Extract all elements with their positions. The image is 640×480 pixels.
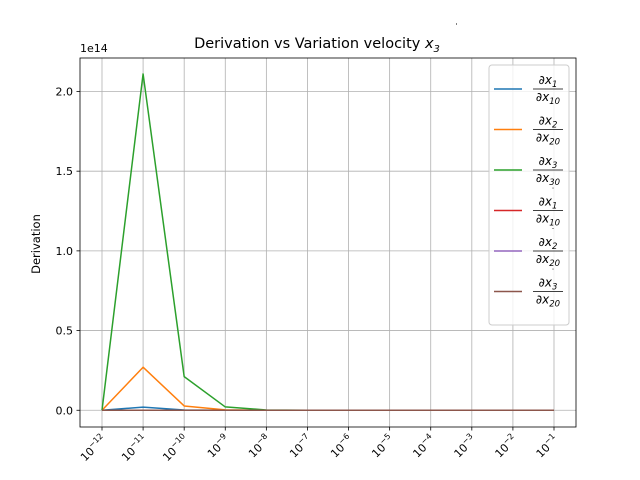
legend-partial-symbol: ∂ (536, 252, 542, 266)
y-tick-label: 0.5 (56, 325, 74, 338)
legend-entry-1: ∂x1∂x10 (494, 73, 563, 107)
legend-partial-symbol: ∂ (536, 212, 542, 226)
legend-denominator: ∂x20 (536, 131, 560, 148)
legend-denominator-symbol: x (541, 90, 550, 104)
y-tick-label: 1.0 (56, 245, 74, 258)
chart-title-symbol: x (424, 36, 434, 52)
legend-numerator: ∂x2 (539, 114, 558, 131)
legend-numerator-symbol: x (544, 235, 553, 249)
legend-denominator-symbol: x (541, 131, 550, 145)
legend-entries: ∂x1∂x10∂x2∂x20∂x3∂x30∂x1˙∂x10∂x2˙∂x20∂x3… (494, 73, 563, 310)
legend-entry-6: ∂x3˙∂x20 (494, 269, 563, 310)
legend-denominator-subscript: 20 (549, 138, 560, 148)
legend-numerator-subscript: 3 (552, 161, 557, 171)
legend-numerator-subscript: 2 (552, 121, 557, 131)
legend-denominator: ∂x30 (536, 171, 560, 188)
legend-numerator: ∂x1 (539, 73, 558, 90)
chart-title-text: Derivation vs Variation velocity (194, 36, 425, 52)
legend-entry-5: ∂x2˙∂x20 (494, 228, 563, 269)
y-tick-label: 1.5 (56, 165, 74, 178)
legend-denominator: ∂x10 (536, 90, 560, 107)
legend-denominator: ∂x20 (536, 252, 560, 269)
legend-dot-accent: ˙ (551, 188, 556, 198)
legend-numerator: ∂x3 (539, 154, 558, 171)
legend: ∂x1∂x10∂x2∂x20∂x3∂x30∂x1˙∂x10∂x2˙∂x20∂x3… (488, 64, 570, 326)
legend-entry-3: ∂x3∂x30 (494, 154, 563, 188)
legend-numerator: ∂x3 (539, 276, 558, 293)
legend-partial-symbol: ∂ (539, 73, 545, 87)
legend-numerator-subscript: 2 (552, 242, 557, 252)
legend-denominator-symbol: x (541, 171, 550, 185)
legend-partial-symbol: ∂ (539, 276, 545, 290)
legend-entry-4: ∂x1˙∂x10 (494, 188, 563, 229)
legend-denominator: ∂x20 (536, 293, 560, 310)
legend-numerator: ∂x2 (539, 235, 558, 252)
legend-partial-symbol: ∂ (539, 235, 545, 249)
legend-numerator-symbol: x (544, 154, 553, 168)
legend-denominator-symbol: x (541, 212, 550, 226)
legend-denominator-symbol: x (541, 252, 550, 266)
y-axis-label: Derivation (29, 214, 43, 274)
legend-partial-symbol: ∂ (536, 171, 542, 185)
chart-title-dot: ˙ (454, 23, 459, 34)
legend-numerator-subscript: 1 (552, 202, 557, 212)
legend-numerator: ∂x1 (539, 195, 558, 212)
legend-numerator-symbol: x (544, 73, 553, 87)
legend-denominator-symbol: x (541, 293, 550, 307)
legend-numerator-symbol: x (544, 276, 553, 290)
legend-dot-accent: ˙ (551, 228, 556, 238)
legend-partial-symbol: ∂ (539, 154, 545, 168)
legend-partial-symbol: ∂ (539, 195, 545, 209)
legend-numerator-subscript: 1 (552, 80, 557, 90)
legend-denominator-subscript: 10 (549, 219, 560, 229)
legend-denominator-subscript: 20 (549, 300, 560, 310)
legend-denominator: ∂x10 (536, 212, 560, 229)
legend-partial-symbol: ∂ (536, 90, 542, 104)
chart-title: Derivation vs Variation velocity x3 (194, 36, 440, 55)
legend-denominator-subscript: 10 (549, 97, 560, 107)
legend-partial-symbol: ∂ (536, 131, 542, 145)
legend-dot-accent: ˙ (551, 269, 556, 279)
y-tick-label: 2.0 (56, 85, 74, 98)
legend-partial-symbol: ∂ (539, 114, 545, 128)
y-tick-label: 0.0 (56, 404, 74, 417)
y-offset-label: 1e14 (80, 42, 108, 55)
legend-numerator-subscript: 3 (552, 283, 557, 293)
legend-numerator-symbol: x (544, 114, 553, 128)
series-lines (101, 73, 554, 412)
legend-partial-symbol: ∂ (536, 293, 542, 307)
legend-numerator-symbol: x (544, 195, 553, 209)
chart-title-subscript: 3 (434, 44, 440, 55)
legend-denominator-subscript: 30 (549, 178, 560, 188)
plot-frame (79, 57, 577, 428)
legend-denominator-subscript: 20 (549, 259, 560, 269)
legend-entry-2: ∂x2∂x20 (494, 114, 563, 148)
